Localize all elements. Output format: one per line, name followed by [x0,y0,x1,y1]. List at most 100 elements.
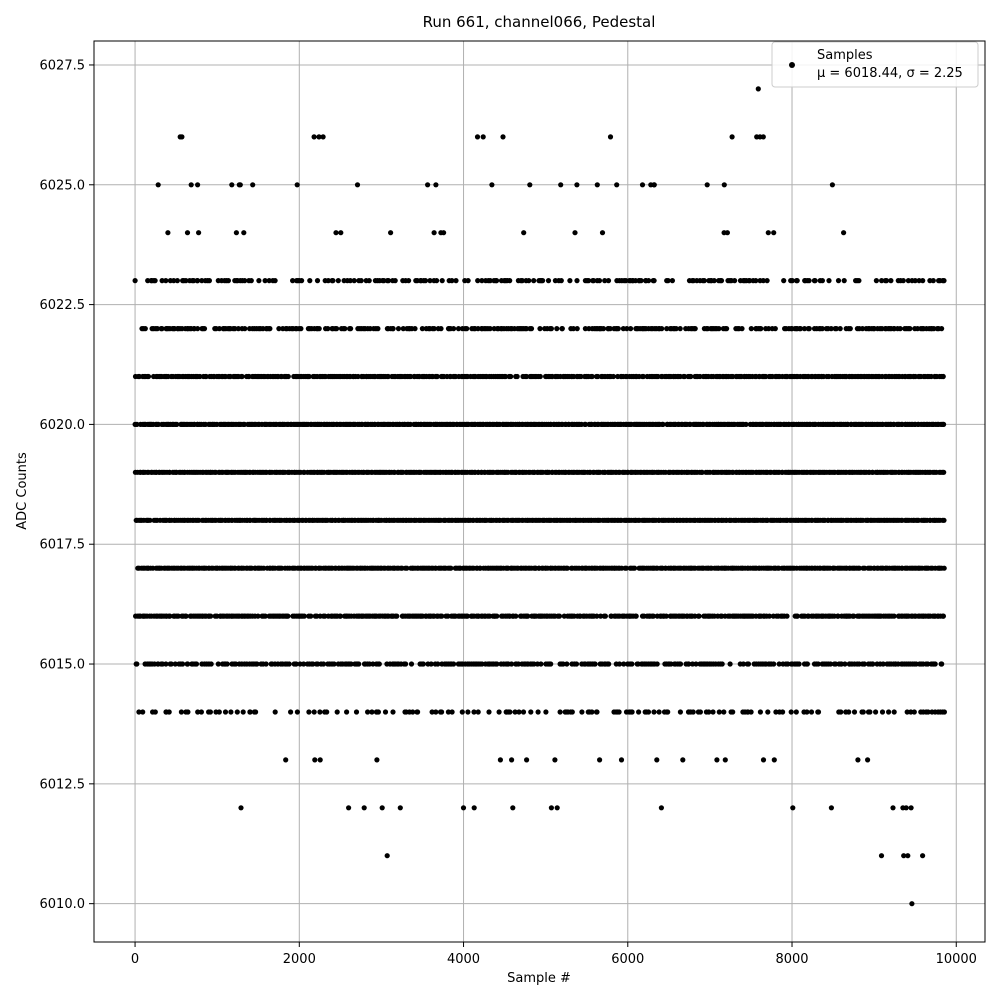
data-point [272,709,278,715]
data-point [841,230,847,236]
data-point [905,278,912,284]
data-point [298,326,304,332]
data-point [837,326,843,332]
data-point [459,709,465,715]
data-point [234,709,240,715]
data-point [431,326,437,332]
data-point [804,709,810,715]
data-point [727,661,733,667]
data-point [267,326,273,332]
data-point [317,757,323,763]
data-point [435,661,441,667]
data-point [154,326,160,332]
data-point [441,230,447,236]
data-point [602,613,609,619]
data-point-outlier [460,805,467,811]
data-point [375,326,381,332]
data-point [266,278,272,284]
data-point [228,709,234,715]
data-point [773,709,779,715]
data-point [847,326,853,332]
data-point [686,661,692,667]
data-point [651,709,657,715]
data-point [888,278,894,284]
data-point [605,278,612,284]
data-point [299,278,305,284]
data-point [819,326,825,332]
data-point-outlier [474,134,481,140]
data-point [225,278,231,284]
data-point [663,613,669,619]
data-point [199,278,205,284]
data-point [540,278,546,284]
data-point-outlier [238,805,244,811]
data-point [771,661,777,667]
plot-frame [93,40,986,943]
data-point [594,613,600,619]
data-point [941,469,947,475]
data-point [941,709,948,715]
data-point [567,278,573,284]
data-point [607,326,613,332]
data-point [310,661,316,667]
data-point [526,278,532,284]
data-point [940,613,947,619]
data-point [348,326,354,332]
data-point-outlier [890,805,896,811]
data-point [262,278,268,284]
x-tick-label: 0 [131,952,139,967]
data-point [621,661,627,667]
data-point [290,278,296,284]
data-point [722,757,728,763]
data-point [764,278,770,284]
data-point [574,326,580,332]
data-point [233,230,239,236]
data-point [602,278,608,284]
data-point [891,613,897,619]
data-point [826,278,832,284]
data-point [420,661,426,667]
data-point [745,661,752,667]
data-point [646,278,652,284]
data-point [833,326,840,332]
data-point [333,230,339,236]
data-point-outlier [471,805,477,811]
data-point [616,661,623,667]
data-point [178,709,184,715]
data-point [719,661,725,667]
data-point [286,661,292,667]
data-point [184,230,191,236]
data-point [412,326,418,332]
data-point [242,278,248,284]
data-point-outlier [316,134,322,140]
data-point-outlier [500,134,506,140]
data-point [312,757,318,763]
data-point [276,326,282,332]
data-point [465,278,471,284]
data-point [572,230,578,236]
data-point [616,709,622,715]
data-point [159,326,165,332]
data-point [465,709,471,715]
x-tick-label: 8000 [775,952,808,967]
data-point [167,613,173,619]
data-point [311,709,317,715]
data-point [654,757,660,763]
data-point [771,757,777,763]
data-point [645,709,652,715]
data-point [353,709,360,715]
data-point [570,326,577,332]
data-point [155,182,161,188]
data-point [524,757,530,763]
data-point [521,230,527,236]
data-point [537,373,543,380]
y-tick-label: 6010.0 [40,897,86,912]
data-point [796,661,802,667]
data-point [766,613,773,619]
data-point [771,230,777,236]
data-point [172,661,178,667]
data-point [873,278,880,284]
data-point [390,709,396,715]
data-point [688,373,694,380]
